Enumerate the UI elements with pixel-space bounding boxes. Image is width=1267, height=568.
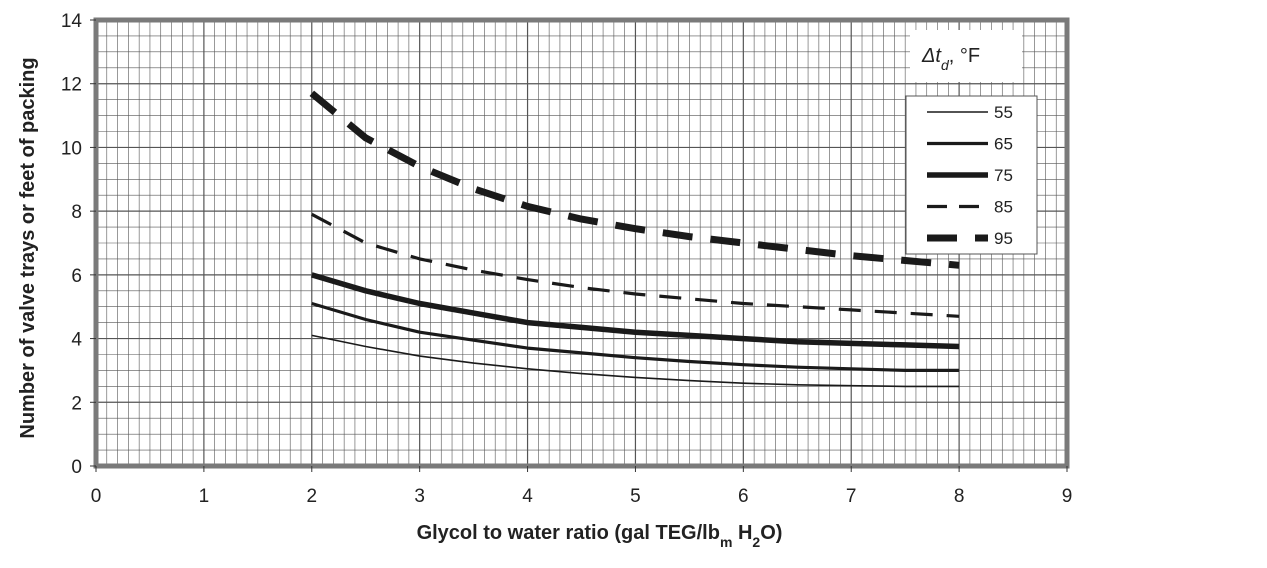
legend-label-85: 85: [994, 198, 1013, 217]
x-tick-label: 8: [954, 486, 965, 507]
plot-frame: [93, 17, 1070, 469]
legend: Δtd, °F 55 65 75 85 95: [905, 30, 1038, 255]
series-line-65: [311, 301, 960, 372]
x-axis-title-sub2: 2: [752, 534, 760, 550]
x-tick-label: 3: [414, 486, 425, 507]
legend-label-55: 55: [994, 103, 1013, 122]
legend-title-sub: d: [941, 57, 950, 73]
legend-label-75: 75: [994, 166, 1013, 185]
x-axis-title-sub1: m: [720, 534, 732, 550]
x-axis-title: Glycol to water ratio (gal TEG/lbm H2O): [417, 522, 783, 550]
y-tick-label: 0: [71, 457, 82, 478]
y-tick-label: 12: [61, 75, 82, 96]
y-tick-label: 10: [61, 138, 82, 159]
x-tick-label: 9: [1062, 486, 1073, 507]
x-tick-label: 7: [846, 486, 857, 507]
y-tick-label: 6: [71, 266, 82, 287]
series-line-55: [311, 334, 960, 388]
x-tick-label: 4: [522, 486, 533, 507]
legend-title-box: [910, 30, 1022, 82]
x-tick-label: 2: [306, 486, 317, 507]
series-layer: [309, 90, 960, 388]
x-axis-title-main: Glycol to water ratio (gal TEG/lb: [417, 522, 720, 544]
x-tick-label: 1: [199, 486, 210, 507]
x-tick-label: 5: [630, 486, 641, 507]
y-tick-label: 14: [61, 11, 83, 32]
y-axis-title: Number of valve trays or feet of packing: [17, 57, 39, 438]
series-line-75: [311, 272, 960, 350]
series-line-95: [309, 90, 960, 269]
y-tick-label: 2: [71, 393, 82, 414]
legend-items: 55 65 75 85 95: [927, 103, 1013, 248]
legend-label-95: 95: [994, 229, 1013, 248]
legend-label-65: 65: [994, 135, 1013, 154]
y-tick-label: 4: [71, 330, 82, 351]
x-axis-title-end: O): [760, 522, 782, 544]
x-tick-label: 0: [91, 486, 102, 507]
legend-title-symbol: Δt: [921, 45, 942, 67]
x-axis-title-mid: H: [732, 522, 752, 544]
legend-title-unit: , °F: [949, 45, 980, 67]
legend-title: Δtd, °F: [921, 45, 980, 73]
series-line-85: [311, 212, 960, 318]
x-tick-label: 6: [738, 486, 749, 507]
y-tick-label: 8: [71, 202, 82, 223]
